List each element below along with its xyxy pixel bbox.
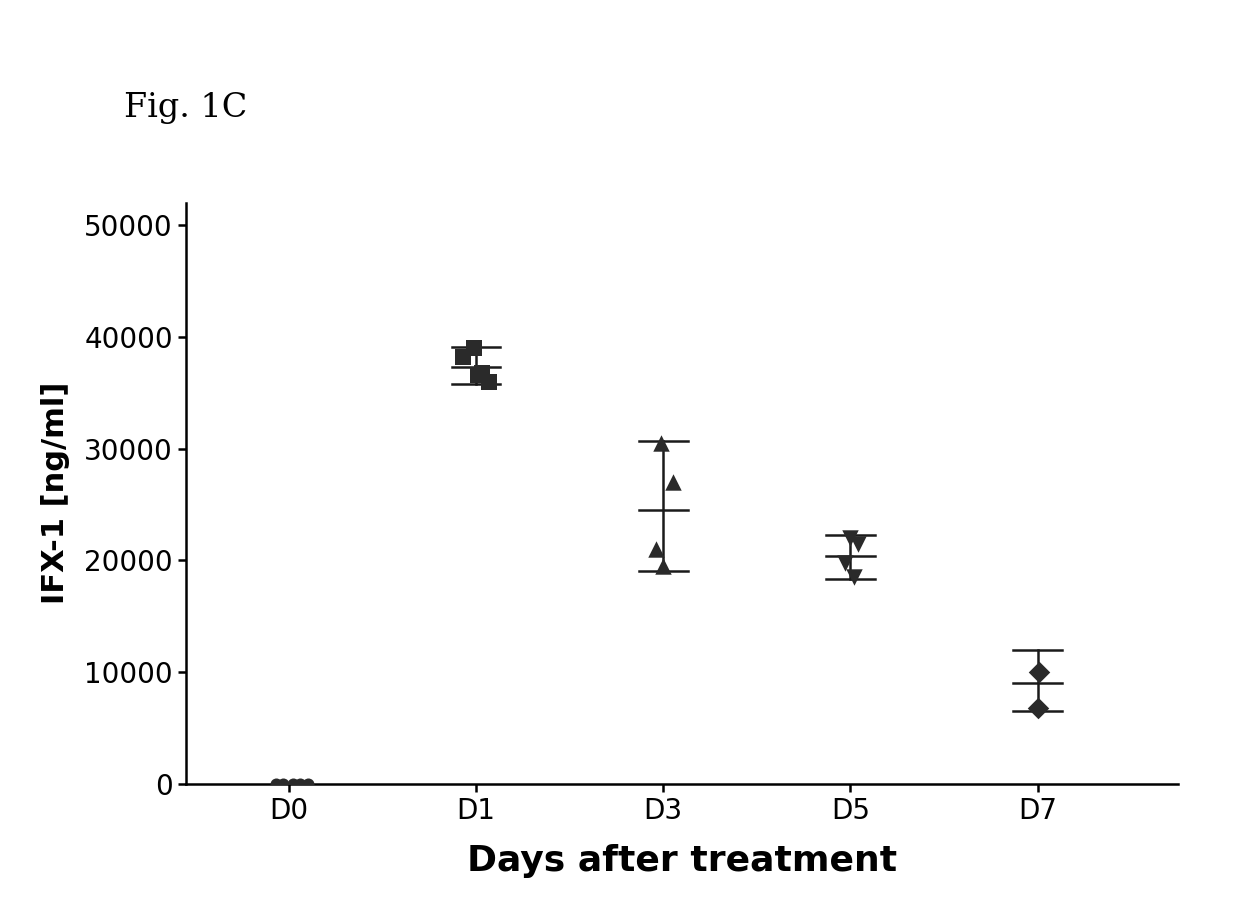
Point	[265, 776, 285, 791]
Point	[453, 349, 472, 364]
Point	[646, 542, 666, 557]
Point	[844, 570, 864, 585]
Y-axis label: IFX-1 [ng/ml]: IFX-1 [ng/ml]	[41, 382, 71, 605]
Point	[471, 365, 491, 380]
Point	[1029, 665, 1049, 680]
Point	[848, 537, 868, 551]
Point	[653, 559, 673, 573]
Text: Fig. 1C: Fig. 1C	[124, 92, 247, 124]
Point	[273, 776, 293, 791]
Point	[464, 341, 484, 356]
Point	[1028, 701, 1048, 715]
Point	[283, 776, 303, 791]
Point	[480, 374, 500, 389]
Point	[467, 368, 487, 383]
Point	[835, 555, 854, 570]
Point	[298, 776, 317, 791]
X-axis label: Days after treatment: Days after treatment	[467, 845, 897, 879]
Point	[841, 530, 861, 545]
Point	[662, 475, 682, 490]
Point	[651, 435, 671, 450]
Point	[290, 776, 310, 791]
